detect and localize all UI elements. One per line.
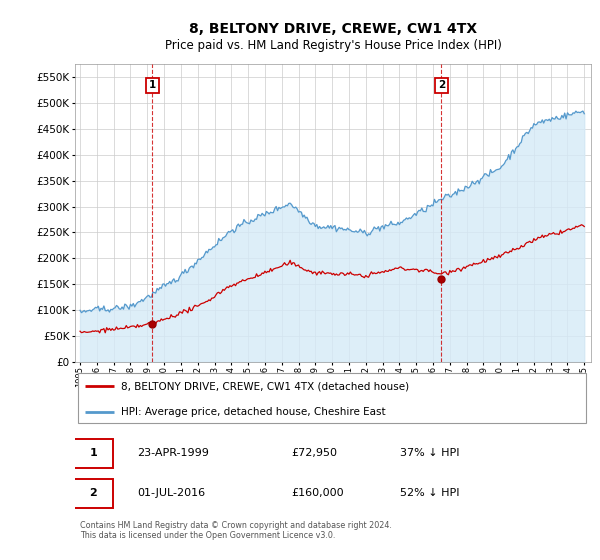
Text: 2: 2 [89,488,97,498]
Text: 37% ↓ HPI: 37% ↓ HPI [400,448,460,458]
FancyBboxPatch shape [74,479,113,508]
Text: 1: 1 [89,448,97,458]
FancyBboxPatch shape [77,373,586,423]
Text: £72,950: £72,950 [292,448,338,458]
Text: Price paid vs. HM Land Registry's House Price Index (HPI): Price paid vs. HM Land Registry's House … [164,39,502,52]
FancyBboxPatch shape [74,439,113,468]
Text: 2: 2 [438,80,445,90]
Text: 8, BELTONY DRIVE, CREWE, CW1 4TX (detached house): 8, BELTONY DRIVE, CREWE, CW1 4TX (detach… [121,381,410,391]
Text: 01-JUL-2016: 01-JUL-2016 [137,488,205,498]
Text: 8, BELTONY DRIVE, CREWE, CW1 4TX: 8, BELTONY DRIVE, CREWE, CW1 4TX [189,22,477,36]
Text: Contains HM Land Registry data © Crown copyright and database right 2024.
This d: Contains HM Land Registry data © Crown c… [80,521,392,540]
Text: 1: 1 [149,80,156,90]
Text: HPI: Average price, detached house, Cheshire East: HPI: Average price, detached house, Ches… [121,407,386,417]
Text: 52% ↓ HPI: 52% ↓ HPI [400,488,460,498]
Text: £160,000: £160,000 [292,488,344,498]
Text: 23-APR-1999: 23-APR-1999 [137,448,209,458]
